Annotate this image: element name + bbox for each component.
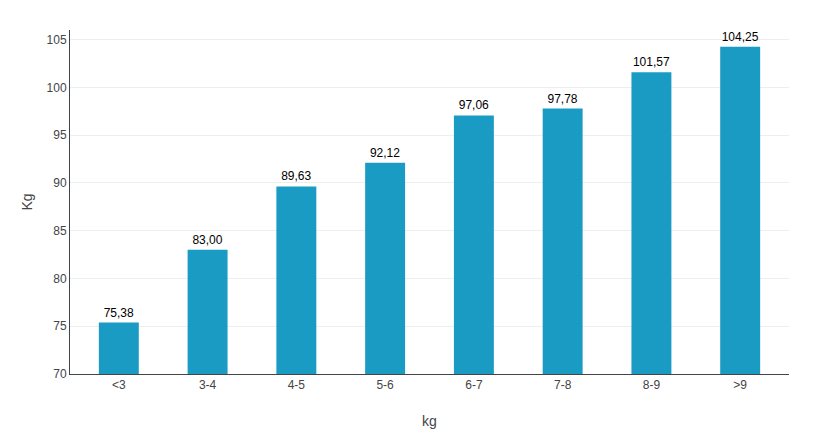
svg-text:<3: <3 bbox=[112, 378, 126, 392]
svg-text:3-4: 3-4 bbox=[199, 378, 217, 392]
svg-text:97,06: 97,06 bbox=[459, 98, 489, 112]
svg-text:75: 75 bbox=[53, 319, 67, 333]
svg-text:104,25: 104,25 bbox=[722, 30, 759, 44]
svg-text:97,78: 97,78 bbox=[547, 92, 577, 106]
svg-text:89,63: 89,63 bbox=[281, 169, 311, 183]
svg-text:105: 105 bbox=[47, 33, 67, 47]
svg-text:85: 85 bbox=[53, 224, 67, 238]
svg-text:80: 80 bbox=[53, 272, 67, 286]
svg-text:7-8: 7-8 bbox=[554, 378, 572, 392]
svg-text:70: 70 bbox=[53, 367, 67, 381]
svg-text:90: 90 bbox=[53, 176, 67, 190]
svg-text:101,57: 101,57 bbox=[633, 55, 670, 69]
svg-text:4-5: 4-5 bbox=[288, 378, 306, 392]
svg-text:95: 95 bbox=[53, 128, 67, 142]
svg-text:kg: kg bbox=[422, 413, 437, 429]
svg-text:Kg: Kg bbox=[19, 193, 35, 210]
svg-text:8-9: 8-9 bbox=[643, 378, 661, 392]
svg-text:92,12: 92,12 bbox=[370, 146, 400, 160]
svg-text:5-6: 5-6 bbox=[376, 378, 394, 392]
svg-text:6-7: 6-7 bbox=[465, 378, 483, 392]
svg-text:75,38: 75,38 bbox=[104, 306, 134, 320]
svg-text:100: 100 bbox=[47, 81, 67, 95]
svg-text:>9: >9 bbox=[733, 378, 747, 392]
svg-text:83,00: 83,00 bbox=[192, 233, 222, 247]
